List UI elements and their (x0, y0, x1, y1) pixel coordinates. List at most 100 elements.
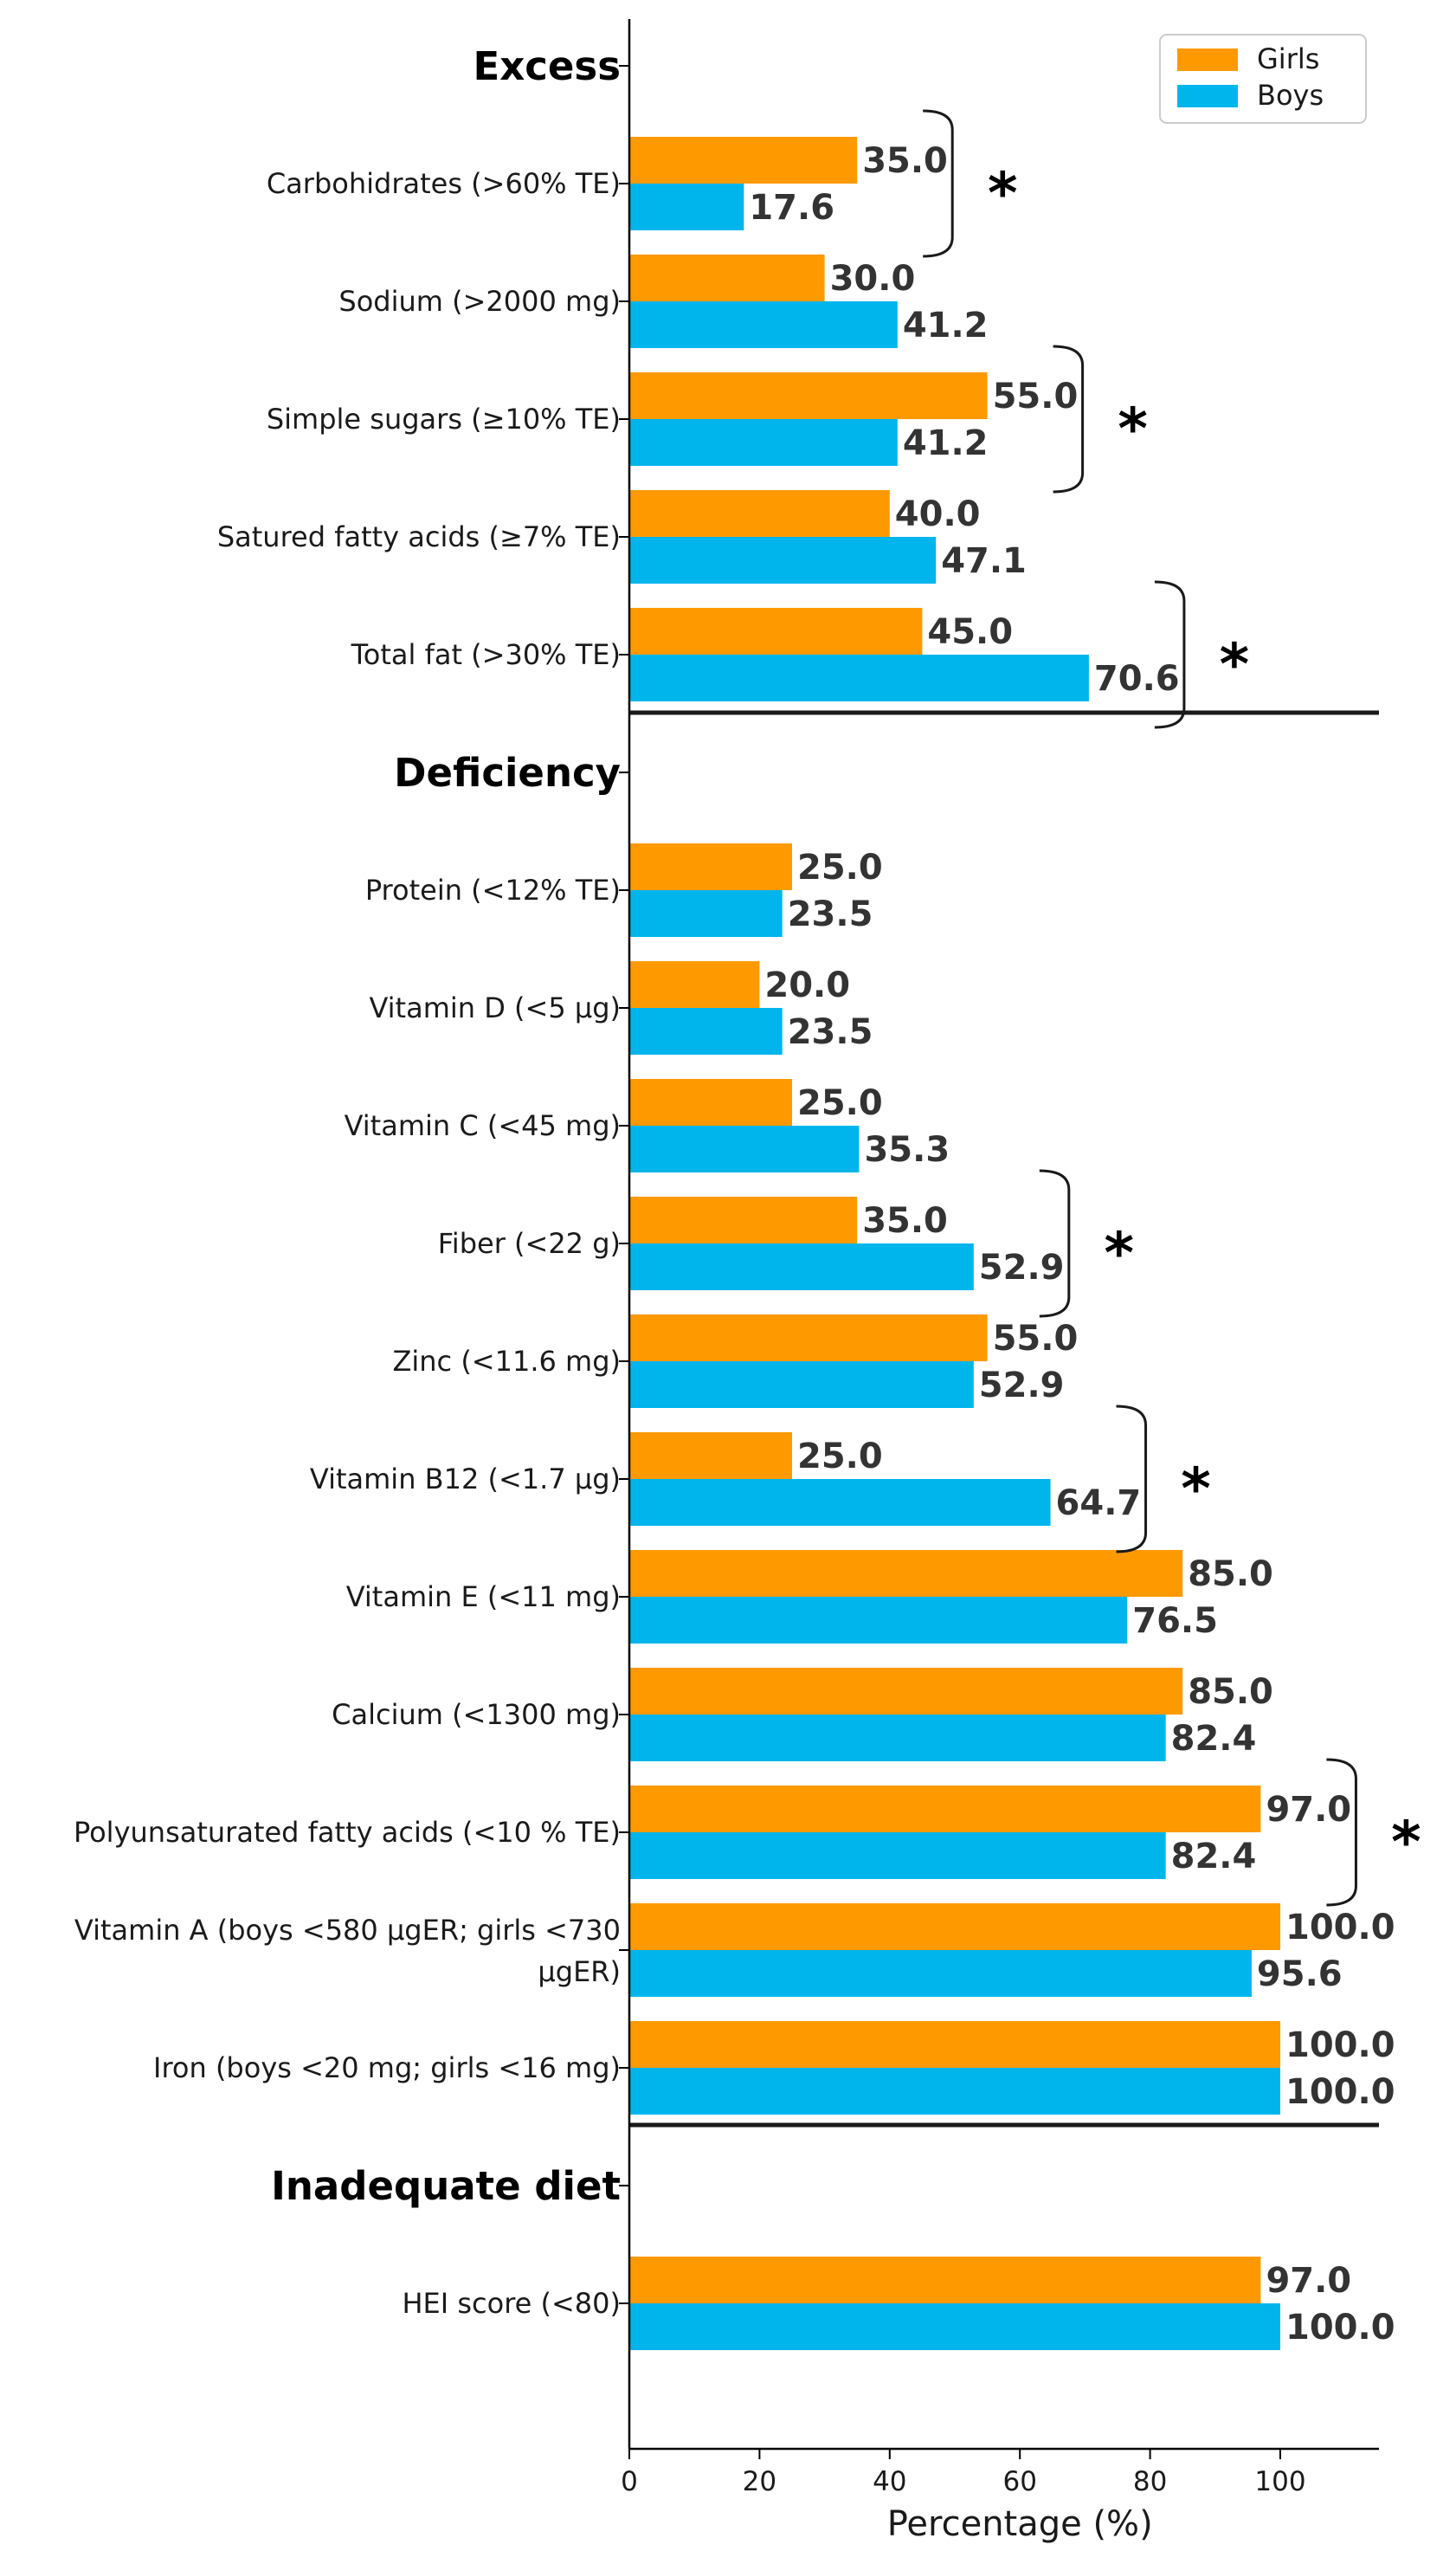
bar-boys (629, 655, 1089, 701)
value-label-boys: 82.4 (1171, 1719, 1257, 1759)
legend-swatch (1177, 85, 1238, 107)
legend: Girls Boys (1159, 34, 1367, 124)
x-tick-label: 60 (1002, 2466, 1036, 2497)
value-label-girls: 40.0 (895, 494, 981, 534)
significance-bracket (1116, 1405, 1148, 1553)
legend-label: Boys (1257, 79, 1324, 112)
category-label: Vitamin D (<5 µg) (369, 991, 621, 1024)
bar-boys (629, 1950, 1252, 1997)
significance-bracket (1039, 1169, 1071, 1318)
value-label-boys: 23.5 (788, 894, 873, 934)
x-tick-label: 20 (743, 2466, 776, 2497)
value-label-boys: 41.2 (903, 423, 989, 463)
bar-girls (629, 490, 890, 537)
value-label-boys: 41.2 (903, 306, 989, 346)
category-label: Vitamin A (boys <580 µgER; girls <730 (74, 1914, 621, 1947)
x-tick-label: 0 (621, 2466, 638, 2497)
value-label-girls: 35.0 (862, 1201, 948, 1241)
value-label-girls: 85.0 (1188, 1554, 1273, 1594)
category-label-line2: µgER) (538, 1955, 621, 1988)
category-label: Satured fatty acids (≥7% TE) (217, 520, 621, 553)
bar-girls (629, 2021, 1280, 2068)
value-label-girls: 25.0 (797, 1083, 883, 1123)
x-tick-label: 40 (873, 2466, 906, 2497)
bars-layer (629, 137, 1280, 2350)
significance-star: * (1105, 1220, 1135, 1287)
value-label-girls: 55.0 (993, 377, 1079, 417)
x-tick-label: 100 (1254, 2466, 1305, 2497)
category-label: Calcium (<1300 mg) (332, 1698, 621, 1731)
bar-boys (629, 1243, 974, 1290)
bar-boys (629, 890, 783, 937)
significance-bracket (923, 109, 954, 258)
category-label: Zinc (<11.6 mg) (392, 1345, 621, 1378)
axes-layer (619, 19, 1379, 2459)
bar-girls (629, 1786, 1261, 1832)
category-label: Carbohidrates (>60% TE) (267, 167, 621, 200)
significance-star: * (988, 160, 1018, 227)
value-label-boys: 100.0 (1285, 2072, 1395, 2112)
legend-label: Girls (1257, 42, 1319, 75)
value-label-girls: 55.0 (993, 1319, 1079, 1359)
category-label: Vitamin B12 (<1.7 µg) (310, 1463, 621, 1495)
value-label-boys: 100.0 (1285, 2308, 1395, 2348)
x-tick-label: 80 (1133, 2466, 1167, 2497)
bar-boys (629, 1597, 1128, 1644)
bar-girls (629, 2257, 1261, 2303)
category-label: Total fat (>30% TE) (351, 638, 621, 671)
bar-girls (629, 843, 792, 890)
significance-bracket (1053, 345, 1085, 494)
significance-star: * (1181, 1456, 1211, 1522)
significance-star: * (1220, 631, 1250, 698)
category-label: Simple sugars (≥10% TE) (267, 403, 621, 436)
bar-girls (629, 961, 760, 1008)
value-label-girls: 100.0 (1285, 2025, 1395, 2065)
bar-girls (629, 608, 923, 655)
value-label-girls: 97.0 (1266, 1790, 1351, 1830)
value-label-boys: 17.6 (749, 188, 834, 228)
bar-girls (629, 372, 988, 419)
category-label: Vitamin E (<11 mg) (346, 1580, 621, 1613)
value-label-girls: 25.0 (797, 848, 883, 888)
value-label-boys: 82.4 (1171, 1837, 1257, 1876)
bar-girls (629, 1079, 792, 1126)
section-title: Excess (473, 43, 621, 89)
category-label: Fiber (<22 g) (438, 1227, 621, 1260)
bar-girls (629, 137, 858, 184)
value-label-boys: 70.6 (1094, 659, 1180, 699)
bar-boys (629, 1361, 974, 1408)
section-title: Inadequate diet (271, 2163, 621, 2209)
category-label: HEI score (<80) (402, 2287, 621, 2320)
bar-boys (629, 419, 898, 466)
bar-girls (629, 1668, 1183, 1715)
significance-bracket (1154, 580, 1186, 729)
value-label-boys: 95.6 (1257, 1954, 1343, 1994)
x-axis-title: Percentage (%) (887, 2504, 1153, 2544)
bar-girls (629, 255, 825, 301)
value-label-boys: 52.9 (979, 1366, 1065, 1405)
category-label: Protein (<12% TE) (365, 874, 621, 907)
labels-layer: Excess 35.0 17.6 Carbohidrates (>60% TE) * 30… (74, 43, 1421, 2544)
bar-girls (629, 1197, 858, 1243)
value-label-girls: 45.0 (927, 612, 1013, 652)
value-label-boys: 64.7 (1056, 1483, 1142, 1523)
bar-boys (629, 1832, 1166, 1879)
category-label: Polyunsaturated fatty acids (<10 % TE) (74, 1816, 621, 1849)
bar-boys (629, 1715, 1166, 1761)
value-label-boys: 23.5 (788, 1012, 873, 1052)
bar-boys (629, 537, 937, 584)
bar-boys (629, 2068, 1280, 2115)
significance-star: * (1118, 396, 1148, 462)
bar-boys (629, 184, 744, 230)
significance-star: * (1391, 1809, 1421, 1876)
bar-girls (629, 1432, 792, 1479)
bar-girls (629, 1903, 1280, 1950)
value-label-boys: 47.1 (941, 541, 1027, 581)
bar-boys (629, 1479, 1051, 1526)
value-label-girls: 20.0 (764, 966, 850, 1005)
category-label: Sodium (>2000 mg) (338, 285, 621, 318)
bar-boys (629, 2303, 1280, 2350)
value-label-girls: 85.0 (1188, 1672, 1273, 1712)
significance-bracket (1326, 1758, 1357, 1907)
